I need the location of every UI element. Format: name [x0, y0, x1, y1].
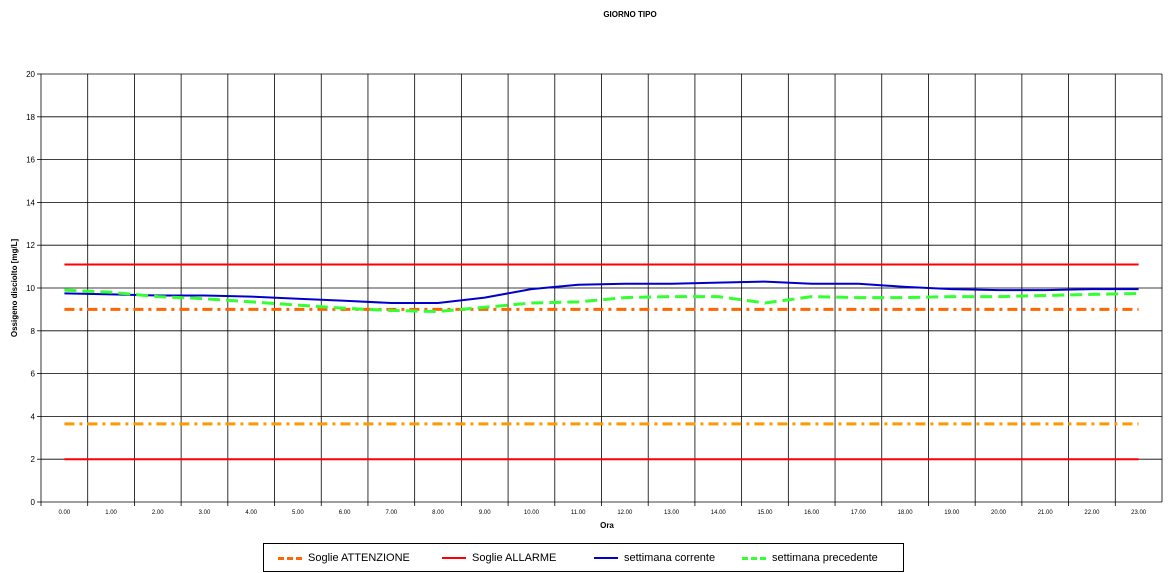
x-tick-label: 8.00: [432, 510, 444, 516]
y-tick-label: 16: [26, 156, 35, 165]
x-tick-label: 20.00: [991, 510, 1007, 516]
legend-item-precedente: settimana precedente: [742, 552, 878, 564]
x-tick-label: 13.00: [664, 510, 680, 516]
x-tick-label: 3.00: [199, 510, 211, 516]
chart-title: GIORNO TIPO: [603, 10, 656, 19]
legend-swatch-allarme: [442, 557, 466, 559]
y-tick-label: 14: [26, 198, 35, 207]
grid: [40, 73, 1163, 503]
y-tick-label: 12: [26, 241, 35, 250]
x-tick-label: 5.00: [292, 510, 304, 516]
x-tick-label: 10.00: [524, 510, 540, 516]
x-tick-label: 11.00: [571, 510, 586, 516]
legend-label-allarme: Soglie ALLARME: [472, 552, 557, 564]
legend-item-corrente: settimana corrente: [594, 552, 715, 564]
x-tick-label: 12.00: [617, 510, 633, 516]
x-tick-label: 1.00: [105, 510, 117, 516]
legend-item-allarme: Soglie ALLARME: [442, 552, 556, 564]
legend-swatch-precedente: [742, 556, 766, 560]
y-axis-label: Ossigeno disciolto [mg/L]: [10, 239, 19, 338]
legend-label-corrente: settimana corrente: [624, 552, 716, 564]
y-tick-label: 2: [31, 455, 36, 464]
x-tick-label: 17.00: [851, 510, 867, 516]
y-tick-label: 10: [26, 284, 35, 293]
x-axis-label: Ora: [600, 521, 614, 530]
y-tick-label: 20: [26, 70, 35, 79]
x-tick-label: 14.00: [711, 510, 727, 516]
x-tick-label: 6.00: [339, 510, 351, 516]
x-tick-label: 21.00: [1038, 510, 1054, 516]
series-line-settimana-corrente: [64, 280, 1139, 304]
y-tick-label: 6: [31, 370, 36, 379]
series-layer: [64, 263, 1139, 461]
x-tick-label: 22.00: [1084, 510, 1100, 516]
x-tick-label: 16.00: [804, 510, 820, 516]
x-tick-label: 19.00: [944, 510, 960, 516]
x-axis-ticks: 0.00 1.00 2.00 3.00 4.00 5.00 6.00 7.00 8.00 9.00…: [40, 502, 1147, 516]
y-axis-ticks: 0 2 4 6 8 10 12 14 16 18 20: [26, 70, 41, 507]
x-tick-label: 23.00: [1131, 510, 1147, 516]
x-tick-label: 15.00: [757, 510, 773, 516]
y-tick-label: 8: [31, 327, 36, 336]
y-tick-label: 0: [31, 498, 36, 507]
legend-item-attenzione: Soglie ATTENZIONE: [278, 552, 410, 564]
x-tick-label: 4.00: [245, 510, 257, 516]
legend-label-attenzione: Soglie ATTENZIONE: [308, 552, 410, 564]
legend-label-precedente: settimana precedente: [772, 552, 878, 564]
y-tick-label: 4: [31, 412, 36, 421]
legend-swatch-attenzione: [278, 556, 302, 560]
x-tick-label: 7.00: [385, 510, 397, 516]
legend-swatch-corrente: [594, 557, 618, 559]
x-tick-label: 18.00: [898, 510, 914, 516]
legend: Soglie ATTENZIONE Soglie ALLARME settima…: [263, 543, 904, 572]
x-tick-label: 9.00: [479, 510, 491, 516]
x-tick-label: 2.00: [152, 510, 164, 516]
x-tick-label: 0.00: [59, 510, 71, 516]
y-tick-label: 18: [26, 113, 35, 122]
